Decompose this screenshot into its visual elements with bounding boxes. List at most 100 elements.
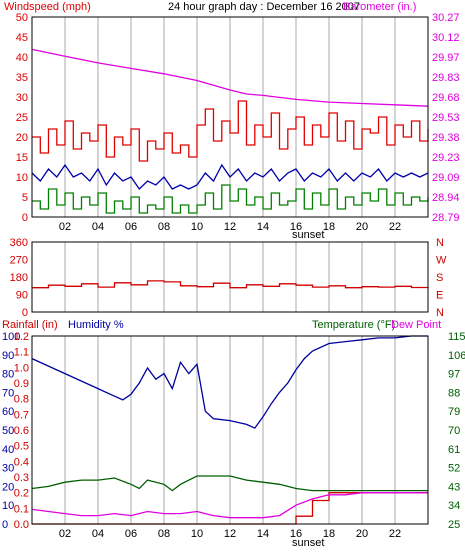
wind-tick-label: 30	[16, 92, 28, 104]
rainfall-tick-label: 0.9	[14, 378, 29, 390]
bottom-panel-frame	[31, 335, 429, 525]
temperature-tick-label: 43	[448, 481, 460, 493]
humidity-tick-label: 70	[2, 387, 14, 399]
wind-x-tick-label: 20	[356, 221, 368, 233]
wind-panel-series	[31, 48, 429, 214]
barometer-tick-label: 29.53	[432, 112, 460, 124]
bottom-x-tick-label: 12	[224, 528, 236, 540]
barometer-line	[31, 48, 429, 107]
temperature-tick-label: 34	[448, 500, 460, 512]
bottom-x-tick-label: 16	[290, 528, 302, 540]
barometer-tick-label: 29.09	[432, 172, 460, 184]
direction-panel-frame	[31, 241, 429, 313]
rainfall-tick-label: 1.2	[14, 331, 29, 343]
barometer-tick-label: 29.97	[432, 52, 460, 64]
rainfall-tick-label: 0.2	[14, 488, 29, 500]
chart-title: 24 hour graph day : December 16 2007	[168, 1, 360, 13]
wind-x-axis-ticks: 02 04 06 08 10 12 14 16 18 20 22	[59, 221, 401, 233]
temperature-tick-label: 70	[448, 425, 460, 437]
direction-tick-label: 0	[22, 307, 28, 319]
barometer-tick-label: 28.94	[432, 192, 460, 204]
bottom-x-tick-label: 06	[125, 528, 137, 540]
rain-humidity-temp-panel: Rainfall (in) Humidity % Temperature (°F…	[2, 319, 465, 549]
barometer-tick-label: 29.23	[432, 152, 460, 164]
wind-x-tick-label: 22	[389, 221, 401, 233]
direction-panel-series	[32, 280, 429, 289]
compass-label: E	[436, 290, 443, 302]
wind-x-tick-label: 18	[323, 221, 335, 233]
bottom-x-tick-label: 04	[92, 528, 104, 540]
wind-x-tick-label: 08	[158, 221, 170, 233]
wind-barometer-panel: Windspeed (mph) 24 hour graph day : Dece…	[4, 1, 460, 241]
barometer-tick-label: 28.79	[432, 212, 460, 224]
wind-x-tick-label: 16	[290, 221, 302, 233]
humidity-tick-label: 60	[2, 406, 14, 418]
barometer-y-axis-ticks: 28.79 28.94 29.09 29.23 29.38 29.53 29.68 29.83…	[432, 12, 460, 224]
compass-label: N	[436, 237, 444, 249]
humidity-tick-label: 100	[2, 331, 20, 343]
bottom-x-tick-label: 10	[191, 528, 203, 540]
dewpoint-label: Dew Point	[391, 319, 441, 331]
compass-label: W	[436, 255, 447, 267]
bottom-x-axis-ticks: 02 04 06 08 10 12 14 16 18 20 22	[59, 528, 401, 540]
temperature-tick-label: 61	[448, 444, 460, 456]
humidity-tick-label: 30	[2, 463, 14, 475]
rainfall-y-axis-ticks: 0.0 0.1 0.2 0.3 0.4 0.5 0.6 0.7 0.8 0.9 1.0 1.1 1.2	[14, 331, 29, 531]
barometer-tick-label: 29.38	[432, 132, 460, 144]
wind-tick-label: 0	[22, 212, 28, 224]
sunset-annotation-top: sunset	[292, 229, 324, 241]
bottom-x-tick-label: 18	[323, 528, 335, 540]
rainfall-tick-label: 1.1	[14, 347, 29, 359]
bottom-x-tick-label: 22	[389, 528, 401, 540]
temperature-tick-label: 115	[448, 331, 465, 343]
direction-panel-grid	[64, 242, 396, 312]
wind-y-axis-ticks: 0 5 10 15 20 25 30 35 40 45 50	[16, 12, 28, 224]
rainfall-tick-label: 0.6	[14, 425, 29, 437]
wind-tick-label: 15	[16, 152, 28, 164]
barometer-tick-label: 29.68	[432, 92, 460, 104]
humidity-tick-label: 0	[2, 519, 8, 531]
wind-tick-label: 10	[16, 172, 28, 184]
rainfall-tick-label: 1.0	[14, 362, 29, 374]
temperature-tick-label: 88	[448, 387, 460, 399]
direction-tick-label: 270	[10, 255, 28, 267]
bottom-x-tick-label: 08	[158, 528, 170, 540]
wind-x-tick-label: 04	[92, 221, 104, 233]
direction-tick-label: 180	[10, 272, 28, 284]
temperature-line	[31, 475, 428, 492]
rainfall-tick-label: 0.0	[14, 519, 29, 531]
bottom-x-tick-label: 20	[356, 528, 368, 540]
wind-tick-label: 40	[16, 52, 28, 64]
wind-tick-label: 50	[16, 12, 28, 24]
wind-x-tick-label: 14	[257, 221, 269, 233]
wind-x-tick-label: 12	[224, 221, 236, 233]
compass-label: S	[436, 272, 443, 284]
wind-panel-frame	[31, 16, 429, 218]
direction-tick-label: 90	[16, 290, 28, 302]
temperature-tick-label: 52	[448, 463, 460, 475]
temperature-label: Temperature (°F)	[312, 319, 395, 331]
rainfall-tick-label: 0.5	[14, 441, 29, 453]
bottom-panel-grid	[64, 336, 396, 524]
wind-tick-label: 45	[16, 32, 28, 44]
direction-line	[32, 280, 429, 289]
wind-speed-label: Windspeed (mph)	[4, 1, 91, 13]
humidity-tick-label: 50	[2, 425, 14, 437]
wind-tick-label: 5	[22, 192, 28, 204]
direction-tick-label: 360	[10, 237, 28, 249]
temperature-tick-label: 25	[448, 519, 460, 531]
wind-tick-label: 25	[16, 112, 28, 124]
rainfall-label: Rainfall (in)	[2, 319, 58, 331]
wind-tick-label: 20	[16, 132, 28, 144]
humidity-tick-label: 90	[2, 350, 14, 362]
direction-y-axis-ticks: 0 90 180 270 360	[10, 237, 28, 319]
humidity-line	[31, 335, 428, 429]
bottom-x-tick-label: 02	[59, 528, 71, 540]
humidity-tick-label: 10	[2, 500, 14, 512]
wind_speed-line	[32, 100, 429, 162]
wind_avg-line	[31, 163, 429, 191]
barometer-tick-label: 29.83	[432, 72, 460, 84]
humidity-tick-label: 40	[2, 444, 14, 456]
